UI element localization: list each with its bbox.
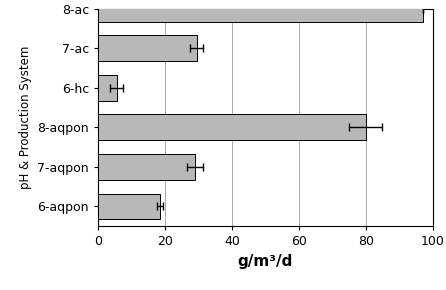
Bar <box>98 35 197 61</box>
Bar <box>98 75 116 101</box>
Bar <box>98 115 366 140</box>
Bar <box>98 154 195 180</box>
Bar <box>98 194 160 219</box>
Bar <box>98 0 423 21</box>
Y-axis label: pH & Production System: pH & Production System <box>19 46 32 189</box>
X-axis label: g/m³/d: g/m³/d <box>238 254 293 269</box>
